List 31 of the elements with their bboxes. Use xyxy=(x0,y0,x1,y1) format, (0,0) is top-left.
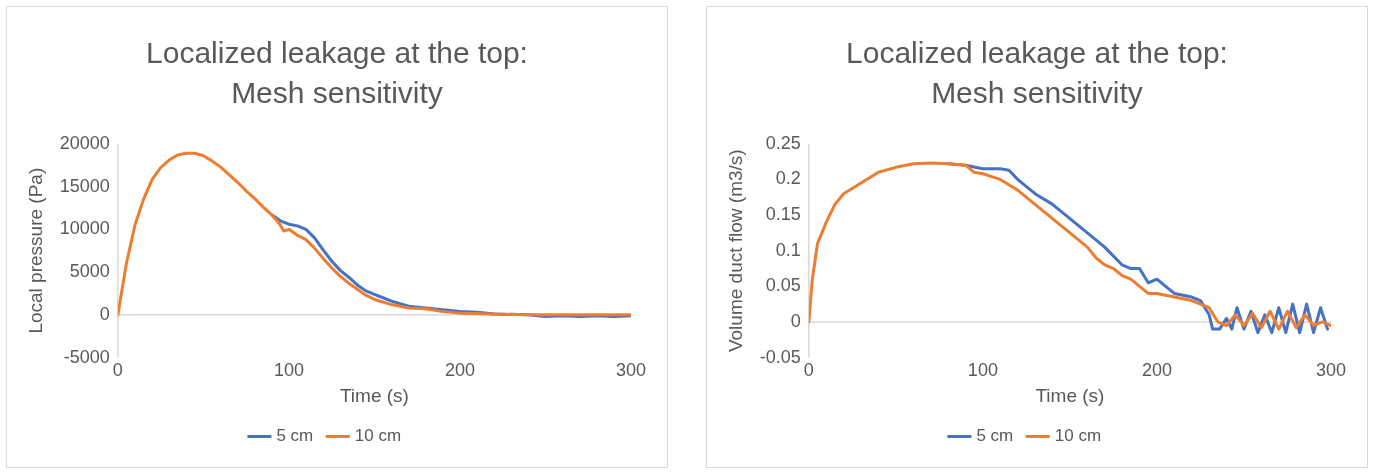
legend-label: 10 cm xyxy=(354,426,402,446)
x-tick-label: 200 xyxy=(1141,360,1172,381)
x-tick-label: 300 xyxy=(615,360,647,381)
x-tick-label: 100 xyxy=(273,360,304,381)
legend-label: 10 cm xyxy=(1054,426,1102,446)
legend-label: 5 cm xyxy=(276,426,314,446)
y-tick-label: 5000 xyxy=(69,261,110,282)
legend-label: 5 cm xyxy=(976,426,1014,446)
chart-title: Localized leakage at the top: Mesh sensitivity xyxy=(145,35,529,111)
y-tick-label: 0 xyxy=(790,310,801,331)
y-tick-label: 20000 xyxy=(59,132,110,153)
x-tick-label: 200 xyxy=(444,360,475,381)
y-axis-title: Local pressure (Pa) xyxy=(24,167,46,334)
x-axis-title: Time (s) xyxy=(339,384,409,406)
y-tick-label: 0.2 xyxy=(775,168,801,189)
y-tick-label: 0.15 xyxy=(765,204,801,225)
x-tick-label: 0 xyxy=(803,360,814,381)
y-tick-label: -5000 xyxy=(63,346,110,367)
y-tick-label: 0.1 xyxy=(775,239,801,260)
x-tick-label: 0 xyxy=(112,360,123,381)
y-tick-label: 15000 xyxy=(59,175,110,196)
y-tick-label: 10000 xyxy=(59,218,110,239)
x-axis-title: Time (s) xyxy=(1035,384,1105,406)
y-axis-title: Volume duct flow (m3/s) xyxy=(724,149,746,353)
y-tick-label: -0.05 xyxy=(759,346,801,367)
y-tick-label: 0.05 xyxy=(765,275,801,296)
x-tick-label: 100 xyxy=(967,360,998,381)
y-tick-label: 0 xyxy=(99,303,110,324)
x-tick-label: 300 xyxy=(1315,360,1347,381)
y-tick-label: 0.25 xyxy=(765,132,801,153)
chart-title: Localized leakage at the top: Mesh sensitivity xyxy=(845,35,1229,111)
